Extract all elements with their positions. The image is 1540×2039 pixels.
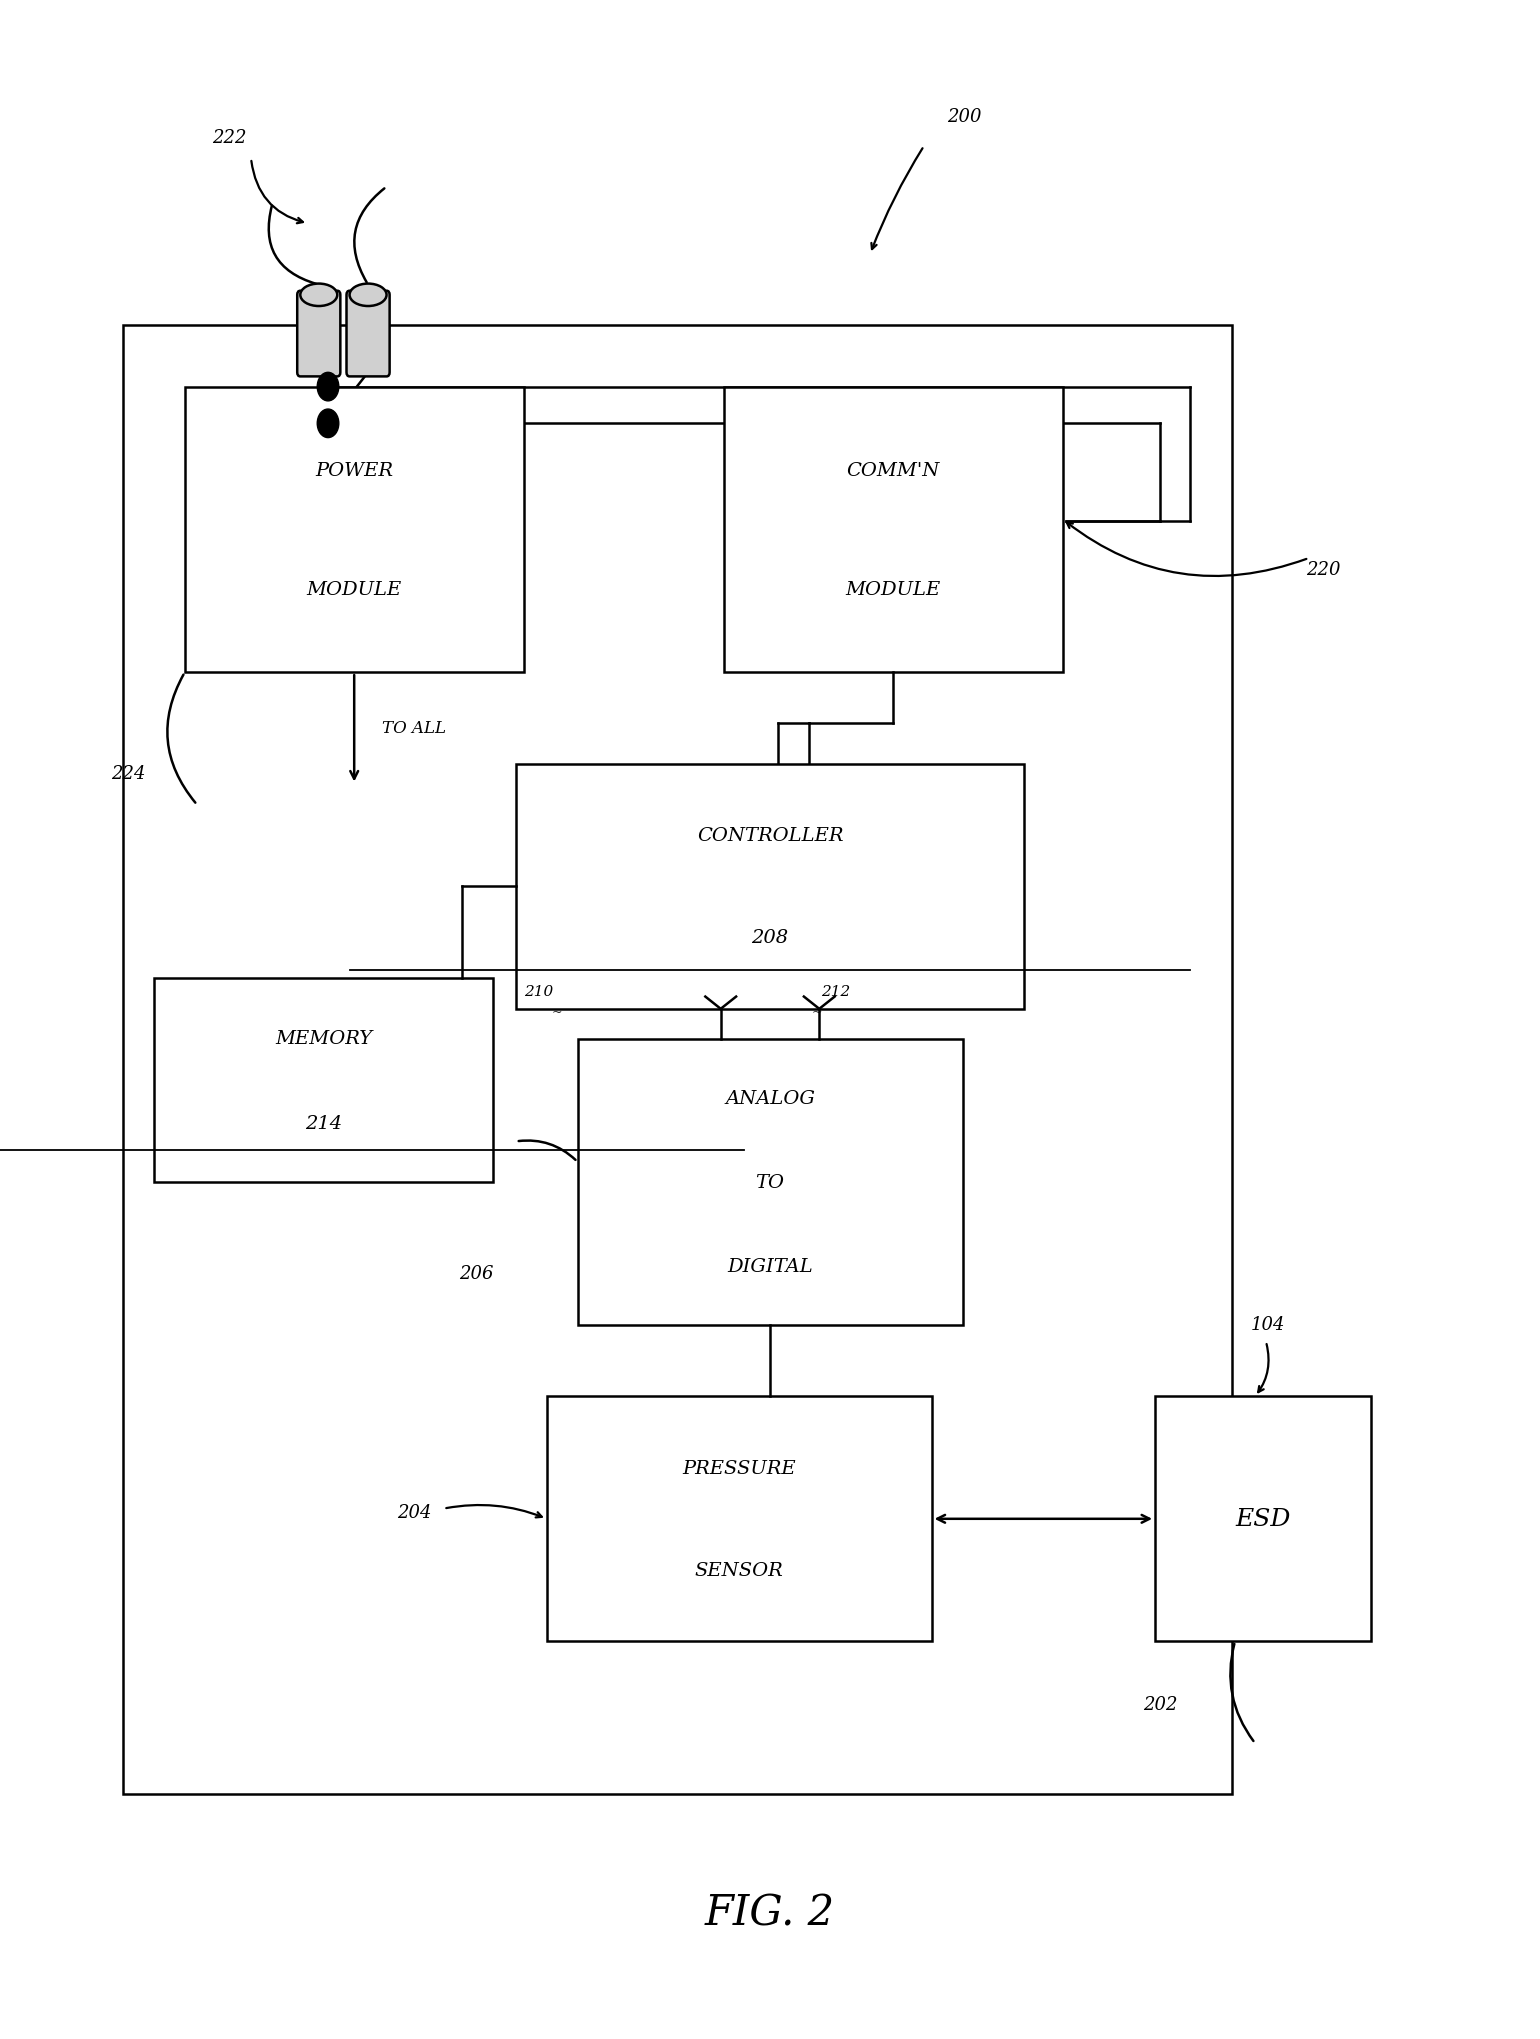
Circle shape bbox=[317, 410, 339, 438]
Text: TO ALL: TO ALL bbox=[382, 720, 447, 736]
Text: ~: ~ bbox=[551, 1005, 562, 1017]
Text: COMM'N: COMM'N bbox=[847, 461, 939, 479]
FancyBboxPatch shape bbox=[154, 979, 493, 1183]
Text: ESD: ESD bbox=[1235, 1507, 1291, 1531]
Text: MODULE: MODULE bbox=[306, 581, 402, 599]
Text: MODULE: MODULE bbox=[845, 581, 941, 599]
Text: 210: 210 bbox=[524, 985, 553, 997]
Text: 224: 224 bbox=[111, 765, 145, 783]
Text: FIG. 2: FIG. 2 bbox=[705, 1892, 835, 1933]
Text: MEMORY: MEMORY bbox=[274, 1030, 373, 1048]
Text: POWER: POWER bbox=[316, 461, 393, 479]
Text: 208: 208 bbox=[752, 930, 788, 946]
FancyBboxPatch shape bbox=[297, 292, 340, 377]
Text: 204: 204 bbox=[397, 1503, 431, 1521]
Text: 206: 206 bbox=[459, 1264, 493, 1283]
FancyBboxPatch shape bbox=[547, 1397, 932, 1641]
Ellipse shape bbox=[350, 283, 387, 308]
Text: 200: 200 bbox=[947, 108, 981, 126]
Text: 202: 202 bbox=[1143, 1694, 1177, 1713]
Text: ~: ~ bbox=[812, 1005, 822, 1017]
Text: 104: 104 bbox=[1250, 1315, 1284, 1334]
Text: ANALOG: ANALOG bbox=[725, 1089, 815, 1107]
FancyBboxPatch shape bbox=[123, 326, 1232, 1794]
Text: 212: 212 bbox=[821, 985, 850, 997]
Ellipse shape bbox=[300, 283, 337, 308]
FancyBboxPatch shape bbox=[185, 387, 524, 673]
FancyBboxPatch shape bbox=[578, 1040, 962, 1325]
FancyBboxPatch shape bbox=[346, 292, 390, 377]
Text: 220: 220 bbox=[1306, 561, 1340, 579]
FancyBboxPatch shape bbox=[724, 387, 1063, 673]
Text: TO: TO bbox=[756, 1174, 784, 1191]
Text: DIGITAL: DIGITAL bbox=[727, 1258, 813, 1276]
Text: CONTROLLER: CONTROLLER bbox=[696, 828, 844, 844]
FancyBboxPatch shape bbox=[516, 765, 1024, 1009]
Circle shape bbox=[317, 373, 339, 402]
Text: PRESSURE: PRESSURE bbox=[682, 1460, 796, 1476]
Text: 214: 214 bbox=[305, 1113, 342, 1132]
FancyBboxPatch shape bbox=[1155, 1397, 1371, 1641]
Text: SENSOR: SENSOR bbox=[695, 1562, 784, 1578]
Text: 222: 222 bbox=[213, 128, 246, 147]
